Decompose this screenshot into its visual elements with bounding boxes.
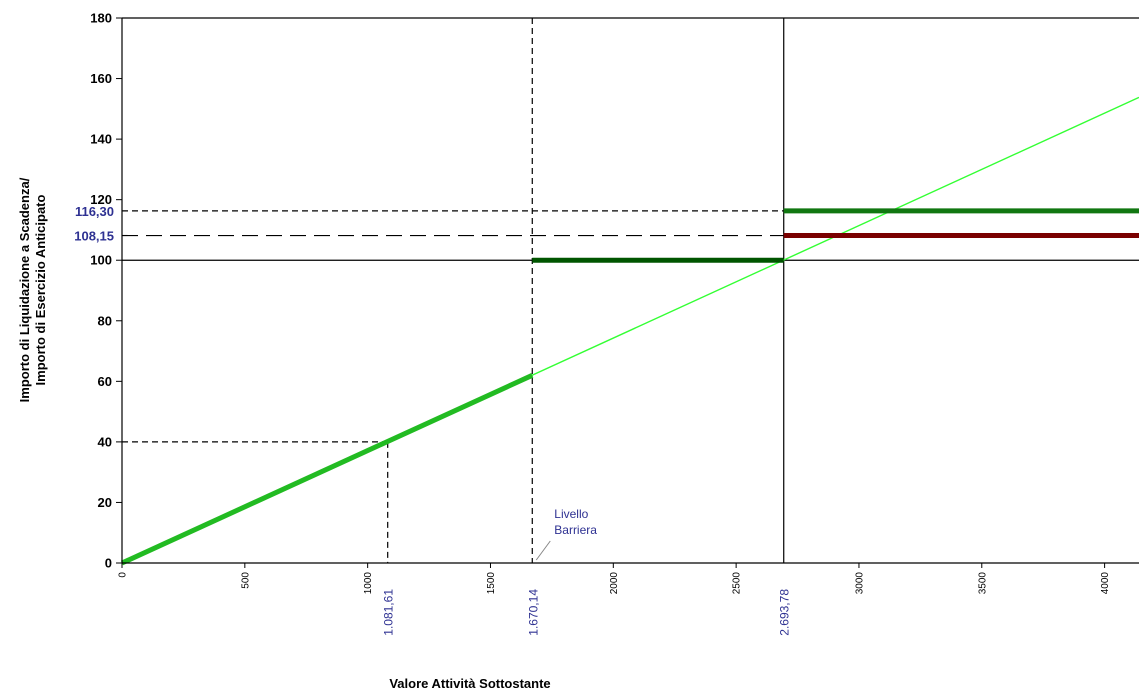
axes (116, 17, 1139, 568)
y-tick-label-140: 140 (90, 132, 112, 147)
y-tick-label-60: 60 (98, 374, 112, 389)
barrier-annotation: Livello Barriera (535, 507, 597, 561)
y-tick-label-20: 20 (98, 495, 112, 510)
x-tick-label-2500: 2500 (732, 572, 743, 595)
series-layer (120, 96, 1139, 566)
y-tick-label-180: 180 (90, 11, 112, 26)
x-tick-label-3500: 3500 (977, 572, 988, 595)
y-tick-label-40: 40 (98, 434, 112, 449)
tick-labels: 0 20 40 60 80 100 120 140 160 180 0 500 1000 1500 2000… (90, 11, 1111, 595)
y-tick-label-120: 120 (90, 192, 112, 207)
y-annotation-1: 108,15 (74, 229, 114, 244)
y-axis-label-line1: Importo di Liquidazione a Scadenza/ (17, 177, 32, 402)
x-tick-label-2000: 2000 (609, 572, 620, 595)
x-annotation-2: 2.693,78 (778, 589, 792, 636)
barrier-leader-line (535, 540, 551, 561)
y-tick-label-160: 160 (90, 71, 112, 86)
barrier-label-line2: Barriera (554, 523, 597, 537)
x-annotation-0: 1.081,61 (382, 589, 396, 636)
x-axis-label: Valore Attività Sottostante (389, 676, 550, 691)
y-tick-label-80: 80 (98, 313, 112, 328)
reference-lines (122, 18, 1139, 563)
x-tick-label-1500: 1500 (486, 572, 497, 595)
annotations: 116,30 108,15 1.081,61 1.670,14 2.693,78 (74, 204, 791, 636)
x-tick-label-0: 0 (118, 572, 129, 578)
y-annotation-0: 116,30 (75, 204, 114, 219)
y-axis-label: Importo di Liquidazione a Scadenza/ Impo… (17, 177, 48, 402)
y-axis-label-line2: Importo di Esercizio Anticipato (33, 194, 48, 385)
y-tick-label-0: 0 (105, 556, 112, 571)
x-tick-label-500: 500 (240, 572, 251, 589)
y-tick-label-100: 100 (90, 253, 112, 268)
x-tick-label-3000: 3000 (854, 572, 865, 595)
x-annotation-1: 1.670,14 (526, 589, 540, 636)
x-tick-label-4000: 4000 (1100, 572, 1111, 595)
barrier-label-line1: Livello (554, 507, 588, 521)
series-line-1 (120, 373, 534, 566)
x-tick-label-1000: 1000 (363, 572, 374, 595)
